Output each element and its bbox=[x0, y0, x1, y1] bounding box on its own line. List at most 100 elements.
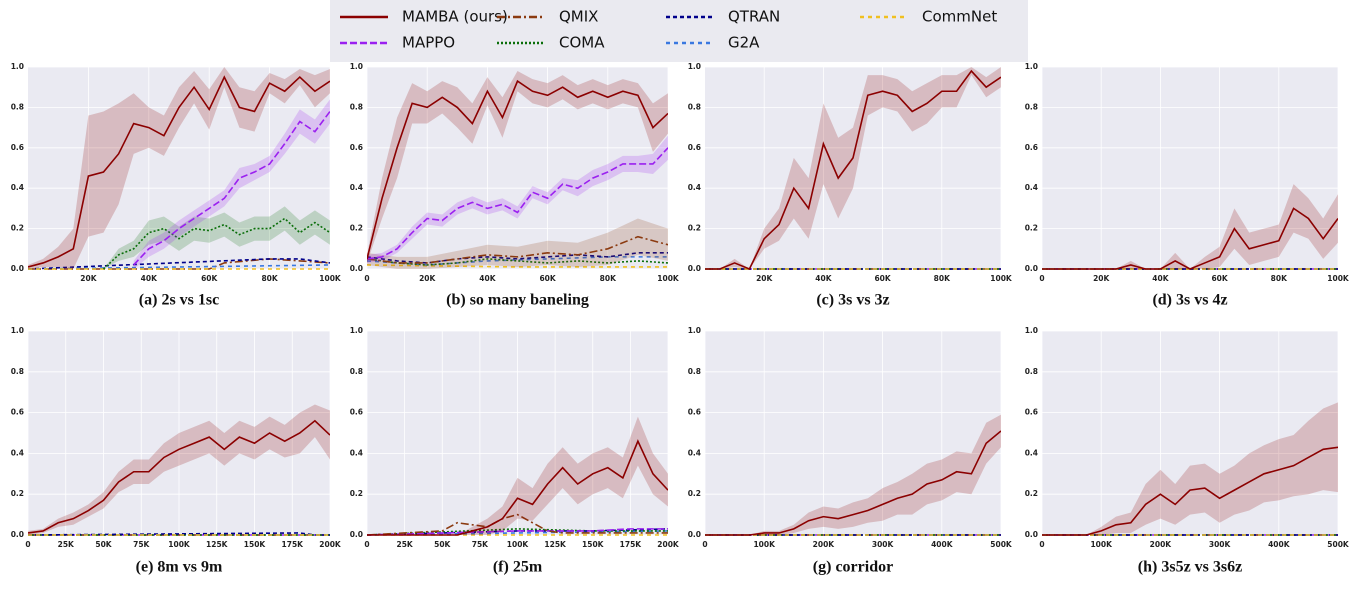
x-tick-label: 20K bbox=[80, 274, 97, 283]
x-tick-label: 60K bbox=[874, 274, 891, 283]
x-tick-label: 300K bbox=[872, 540, 895, 549]
series-line bbox=[367, 264, 668, 268]
x-tick-label: 0 bbox=[1039, 274, 1044, 283]
series-line bbox=[367, 439, 668, 536]
panel: 0.0 0.2 0.4 0.6 0.8 1.0 20K 40K 60K 80K 100K (a) 2s… bbox=[11, 62, 342, 309]
panel: 0.0 0.2 0.4 0.6 0.8 1.0 0 20K 40K 60K 80K 100K (d) 3… bbox=[1025, 62, 1350, 309]
series-line bbox=[705, 69, 1001, 271]
x-tick-label: 200K bbox=[657, 540, 680, 549]
y-tick-label: 1.0 bbox=[11, 62, 24, 71]
y-tick-label: 0.0 bbox=[1025, 530, 1038, 539]
x-tick-label: 40K bbox=[815, 274, 832, 283]
series-layer bbox=[1042, 184, 1338, 270]
x-tick-label: 0 bbox=[364, 540, 369, 549]
series-line bbox=[367, 513, 668, 536]
y-tick-label: 0.8 bbox=[1025, 367, 1038, 376]
y-tick-label: 0.4 bbox=[350, 448, 363, 457]
panel-caption: (b) so many baneling bbox=[446, 292, 589, 309]
panel: 0.0 0.2 0.4 0.6 0.8 1.0 0 25K 50K 75K 100K 125K 150K… bbox=[11, 326, 342, 576]
x-tick-label: 20K bbox=[419, 274, 436, 283]
series-line bbox=[1042, 446, 1338, 536]
y-tick-label: 0.0 bbox=[350, 530, 363, 539]
y-tick-label: 0.6 bbox=[688, 143, 701, 152]
y-tick-label: 0.8 bbox=[11, 367, 24, 376]
y-tick-label: 0.2 bbox=[688, 224, 701, 233]
panel: 0.0 0.2 0.4 0.6 0.8 1.0 0 25K 50K 75K 100K 125K 150K… bbox=[350, 326, 680, 576]
series-line bbox=[28, 532, 330, 536]
series-layer bbox=[1042, 402, 1338, 536]
std-band bbox=[1042, 402, 1338, 535]
y-tick-label: 1.0 bbox=[350, 62, 363, 71]
panel-caption: (h) 3s5z vs 3s6z bbox=[1138, 559, 1242, 576]
y-tick-label: 0.8 bbox=[688, 102, 701, 111]
x-tick-label: 100K bbox=[319, 274, 342, 283]
x-tick-label: 100K bbox=[1327, 274, 1350, 283]
x-tick-label: 25K bbox=[397, 540, 414, 549]
x-tick-label: 100K bbox=[990, 274, 1013, 283]
std-band bbox=[367, 135, 668, 263]
y-tick-label: 0.4 bbox=[1025, 448, 1038, 457]
x-tick-label: 100K bbox=[753, 540, 776, 549]
std-band bbox=[28, 404, 330, 535]
y-tick-label: 0.8 bbox=[688, 367, 701, 376]
x-tick-label: 125K bbox=[206, 540, 229, 549]
x-tick-label: 80K bbox=[600, 274, 617, 283]
y-tick-label: 1.0 bbox=[688, 326, 701, 335]
series-line bbox=[367, 256, 668, 266]
x-tick-label: 400K bbox=[931, 540, 954, 549]
series-line bbox=[1042, 207, 1338, 270]
y-tick-label: 1.0 bbox=[350, 326, 363, 335]
x-tick-label: 0 bbox=[1039, 540, 1044, 549]
y-tick-label: 0.2 bbox=[1025, 489, 1038, 498]
series-line bbox=[28, 419, 330, 534]
x-tick-label: 40K bbox=[479, 274, 496, 283]
series-line bbox=[133, 110, 330, 266]
y-tick-label: 0.2 bbox=[350, 489, 363, 498]
y-tick-label: 0.0 bbox=[688, 530, 701, 539]
series-layer bbox=[367, 71, 668, 269]
x-tick-label: 100K bbox=[1090, 540, 1113, 549]
x-tick-label: 400K bbox=[1268, 540, 1291, 549]
x-tick-label: 50K bbox=[95, 540, 112, 549]
x-tick-label: 100K bbox=[168, 540, 191, 549]
panel: 0.0 0.2 0.4 0.6 0.8 1.0 0 20K 40K 60K 80K 100K (b) s… bbox=[350, 62, 680, 309]
x-tick-label: 20K bbox=[756, 274, 773, 283]
x-tick-label: 50K bbox=[434, 540, 451, 549]
x-tick-label: 150K bbox=[244, 540, 267, 549]
y-tick-label: 0.4 bbox=[350, 183, 363, 192]
y-tick-label: 0.0 bbox=[350, 264, 363, 273]
series-line bbox=[28, 258, 330, 270]
y-tick-label: 0.6 bbox=[1025, 143, 1038, 152]
x-tick-label: 40K bbox=[1152, 274, 1169, 283]
x-tick-label: 175K bbox=[282, 540, 305, 549]
x-tick-label: 60K bbox=[201, 274, 218, 283]
panel-caption: (c) 3s vs 3z bbox=[816, 292, 889, 309]
x-tick-label: 200K bbox=[1150, 540, 1173, 549]
std-band bbox=[367, 416, 668, 535]
std-band bbox=[367, 71, 668, 263]
y-tick-label: 0.4 bbox=[1025, 183, 1038, 192]
y-tick-label: 0.6 bbox=[11, 143, 24, 152]
series-layer bbox=[367, 416, 668, 536]
y-tick-label: 0.0 bbox=[11, 530, 24, 539]
y-tick-label: 0.2 bbox=[11, 224, 24, 233]
x-tick-label: 200K bbox=[319, 540, 342, 549]
panel-caption: (e) 8m vs 9m bbox=[136, 559, 223, 576]
y-tick-label: 0.4 bbox=[688, 183, 701, 192]
y-tick-label: 0.2 bbox=[1025, 224, 1038, 233]
x-tick-label: 20K bbox=[1093, 274, 1110, 283]
std-band bbox=[1042, 184, 1338, 269]
y-tick-label: 1.0 bbox=[688, 62, 701, 71]
y-tick-label: 0.2 bbox=[688, 489, 701, 498]
x-tick-label: 100K bbox=[657, 274, 680, 283]
panel: 0.0 0.2 0.4 0.6 0.8 1.0 20K 40K 60K 80K 100K (c) 3s… bbox=[688, 62, 1013, 309]
panel-caption: (a) 2s vs 1sc bbox=[139, 292, 219, 309]
plot-area bbox=[705, 67, 1001, 269]
x-tick-label: 60K bbox=[1211, 274, 1228, 283]
x-tick-label: 0 bbox=[25, 540, 30, 549]
std-band bbox=[705, 414, 1001, 535]
legend-label: MAPPO bbox=[402, 34, 455, 52]
y-tick-label: 1.0 bbox=[1025, 62, 1038, 71]
x-tick-label: 80K bbox=[1271, 274, 1288, 283]
